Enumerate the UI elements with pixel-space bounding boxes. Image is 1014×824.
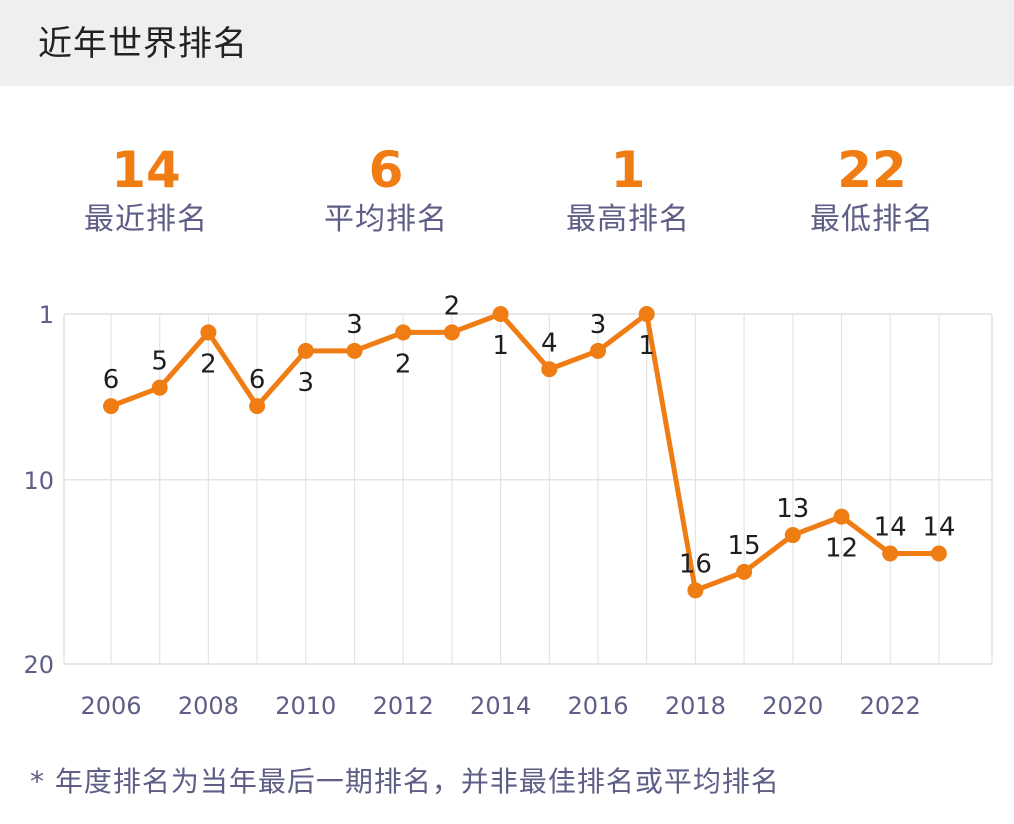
x-tick-label: 2016 — [567, 692, 628, 720]
stat-value: 22 — [837, 141, 907, 199]
x-tick-label: 2006 — [80, 692, 141, 720]
data-label: 1 — [638, 331, 655, 361]
data-label: 15 — [728, 531, 761, 561]
stat-best: 1 最高排名 — [528, 140, 728, 240]
data-point — [736, 563, 753, 580]
header-bar: 近年世界排名 — [0, 0, 1014, 86]
data-label: 5 — [151, 347, 168, 377]
data-label: 6 — [103, 365, 120, 395]
data-point — [784, 527, 801, 544]
x-tick-label: 2010 — [275, 692, 336, 720]
data-point — [833, 508, 850, 525]
data-label: 2 — [444, 291, 461, 321]
x-tick-label: 2012 — [373, 692, 434, 720]
ranking-series-line — [108, 311, 942, 593]
data-point — [638, 306, 655, 322]
stat-label: 平均排名 — [324, 202, 448, 237]
data-label: 4 — [541, 328, 558, 358]
data-point — [395, 324, 412, 341]
y-tick-label: 10 — [23, 467, 54, 495]
data-point — [443, 324, 460, 341]
footnote: * 年度排名为当年最后一期排名，并非最佳排名或平均排名 — [30, 765, 780, 798]
data-label: 3 — [590, 310, 607, 340]
stat-label: 最低排名 — [810, 202, 934, 237]
y-tick-label: 1 — [39, 301, 54, 329]
stat-lowest: 22 最低排名 — [772, 140, 972, 240]
data-point — [882, 545, 899, 562]
data-label: 12 — [825, 534, 858, 564]
data-point — [590, 342, 606, 359]
data-point — [930, 545, 947, 562]
stat-label: 最近排名 — [84, 202, 208, 237]
x-tick-label: 2014 — [470, 692, 531, 720]
data-label: 14 — [922, 512, 955, 542]
data-label: 16 — [679, 549, 712, 579]
data-label: 2 — [395, 349, 412, 379]
stat-value: 1 — [610, 141, 646, 199]
stat-label: 最高排名 — [566, 202, 690, 237]
y-tick-label: 20 — [23, 651, 54, 679]
data-label: 2 — [200, 349, 217, 379]
data-point — [492, 306, 509, 322]
data-point — [541, 361, 558, 378]
data-label: 3 — [346, 310, 363, 340]
stat-value: 14 — [111, 141, 181, 199]
data-point — [687, 582, 704, 599]
x-tick-label: 2018 — [665, 692, 726, 720]
data-point — [249, 398, 266, 415]
data-point — [200, 324, 217, 341]
data-label: 6 — [249, 365, 266, 395]
stat-value: 6 — [368, 141, 404, 199]
data-point — [103, 398, 119, 415]
data-label: 14 — [874, 512, 907, 542]
page-title: 近年世界排名 — [38, 24, 248, 64]
stat-latest: 14 最近排名 — [46, 140, 246, 240]
x-tick-label: 2022 — [860, 692, 921, 720]
data-label: 13 — [776, 494, 809, 524]
data-label: 3 — [298, 368, 315, 398]
data-label: 1 — [492, 331, 509, 361]
x-tick-label: 2008 — [178, 692, 239, 720]
data-point — [297, 342, 314, 359]
data-point — [151, 379, 168, 396]
data-point — [346, 342, 363, 359]
stat-average: 6 平均排名 — [286, 140, 486, 240]
x-tick-label: 2020 — [762, 692, 823, 720]
